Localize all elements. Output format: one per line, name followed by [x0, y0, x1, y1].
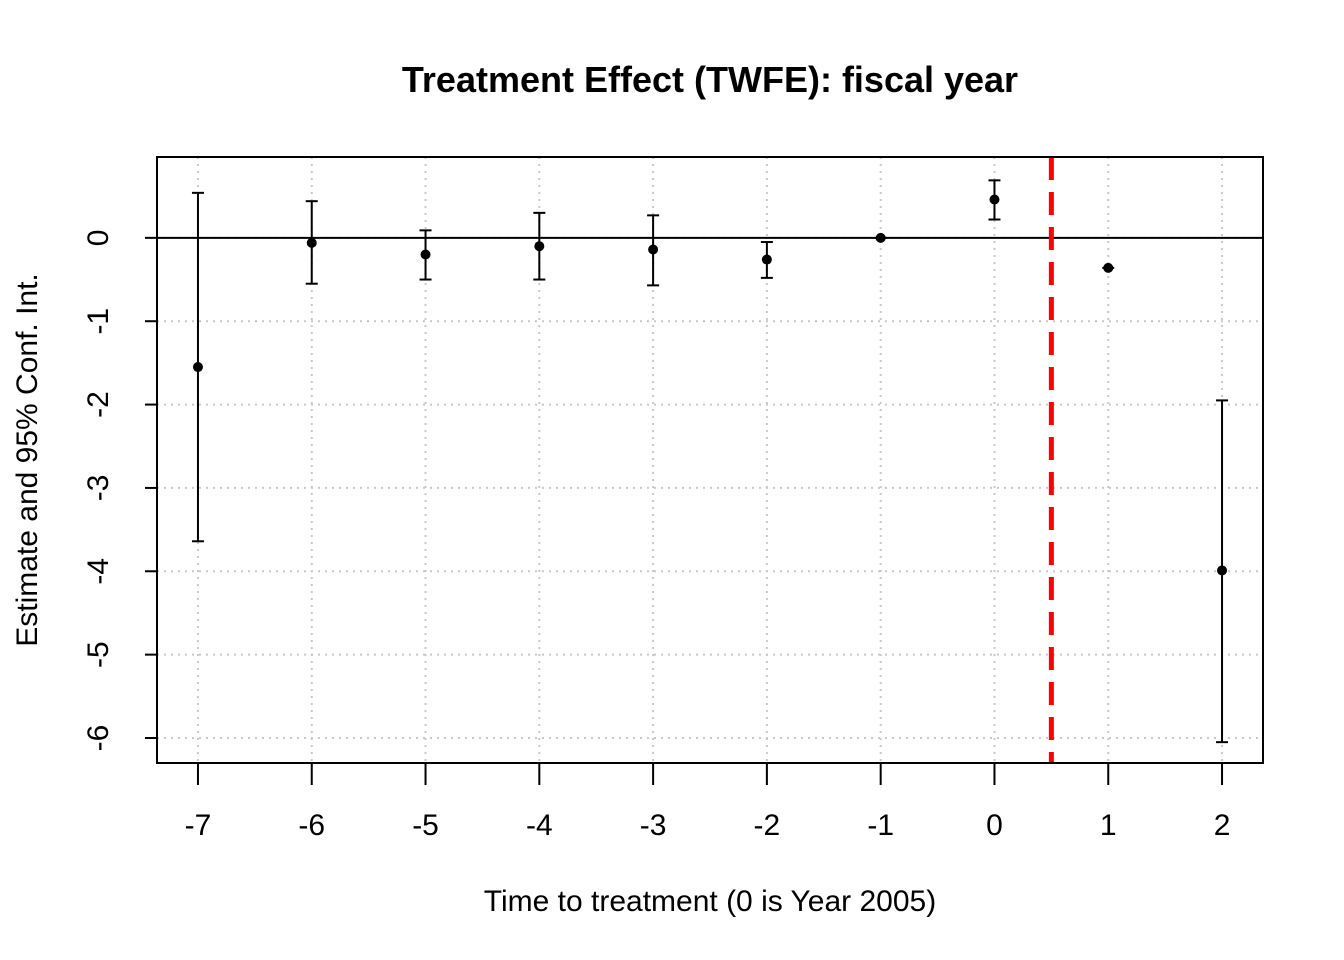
estimate-point	[648, 244, 659, 255]
estimate-point	[761, 254, 772, 265]
grid-lines	[157, 157, 1263, 763]
estimate-point	[1103, 262, 1114, 273]
estimate-point	[306, 237, 317, 248]
y-tick-label: -2	[82, 391, 115, 418]
x-tick-label: -3	[640, 809, 667, 842]
x-tick-label: 1	[1100, 809, 1117, 842]
y-tick-label: -5	[82, 641, 115, 668]
x-axis-label: Time to treatment (0 is Year 2005)	[484, 885, 936, 918]
y-axis-label: Estimate and 95% Conf. Int.	[11, 273, 44, 647]
y-tick-label: -3	[82, 475, 115, 502]
estimate-point	[989, 194, 1000, 205]
x-tick-label: -1	[867, 809, 894, 842]
x-tick-label: -5	[412, 809, 439, 842]
x-tick-label: -6	[298, 809, 325, 842]
y-tick-label: 0	[82, 230, 115, 247]
axes: -7 -6 -5 -4 -3 -2 -1 0 1 2 0 -1 -2 -3 -4 -5 -6	[82, 230, 1230, 842]
y-tick-label: -4	[82, 558, 115, 585]
x-tick-label: 0	[986, 809, 1003, 842]
x-tick-label: -7	[185, 809, 212, 842]
estimate-point	[875, 232, 886, 243]
y-tick-label: -6	[82, 725, 115, 752]
x-tick-label: 2	[1214, 809, 1231, 842]
x-tick-label: -2	[754, 809, 781, 842]
data-points	[191, 179, 1229, 744]
reference-lines	[157, 157, 1263, 763]
plot-frame	[156, 156, 1264, 764]
estimate-point	[534, 241, 545, 252]
estimate-point	[1217, 565, 1228, 576]
chart-title: Treatment Effect (TWFE): fiscal year	[402, 59, 1018, 100]
estimate-point	[420, 249, 431, 260]
y-tick-label: -1	[82, 308, 115, 335]
estimate-point	[192, 362, 203, 373]
x-tick-label: -4	[526, 809, 553, 842]
